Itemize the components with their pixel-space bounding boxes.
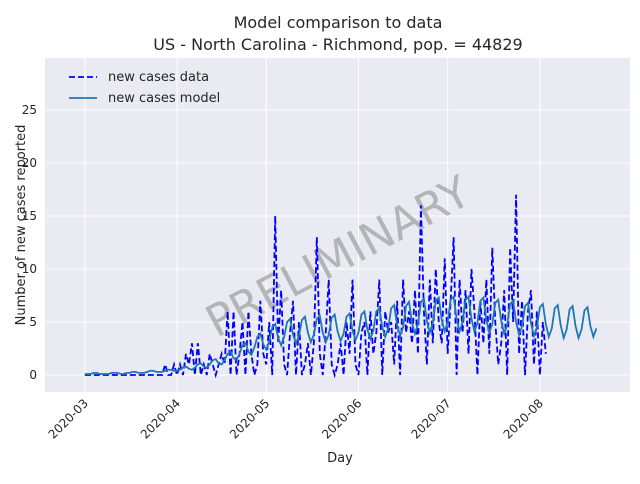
y-tick-label: 0: [29, 368, 37, 382]
x-axis-label: Day: [327, 451, 353, 466]
legend-label: new cases data: [108, 70, 209, 85]
series-line: [84, 194, 547, 379]
chart-title: Model comparison to data: [234, 13, 443, 32]
x-tick-label: 2020-08: [501, 396, 546, 441]
chart-subtitle: US - North Carolina - Richmond, pop. = 4…: [153, 35, 522, 54]
y-tick-label: 20: [22, 156, 37, 170]
y-tick-label: 10: [22, 262, 37, 276]
series-line: [84, 294, 598, 375]
y-tick-label: 5: [29, 315, 37, 329]
y-axis-label: Number of new cases reported: [14, 125, 29, 326]
x-tick-label: 2020-05: [227, 396, 272, 441]
x-tick-label: 2020-03: [46, 396, 91, 441]
y-tick-label: 25: [22, 103, 37, 117]
x-tick-label: 2020-04: [138, 396, 183, 441]
x-tick-label: 2020-07: [408, 396, 453, 441]
x-tick-label: 2020-06: [319, 396, 364, 441]
legend-label: new cases model: [108, 91, 220, 106]
y-tick-label: 15: [22, 209, 37, 223]
